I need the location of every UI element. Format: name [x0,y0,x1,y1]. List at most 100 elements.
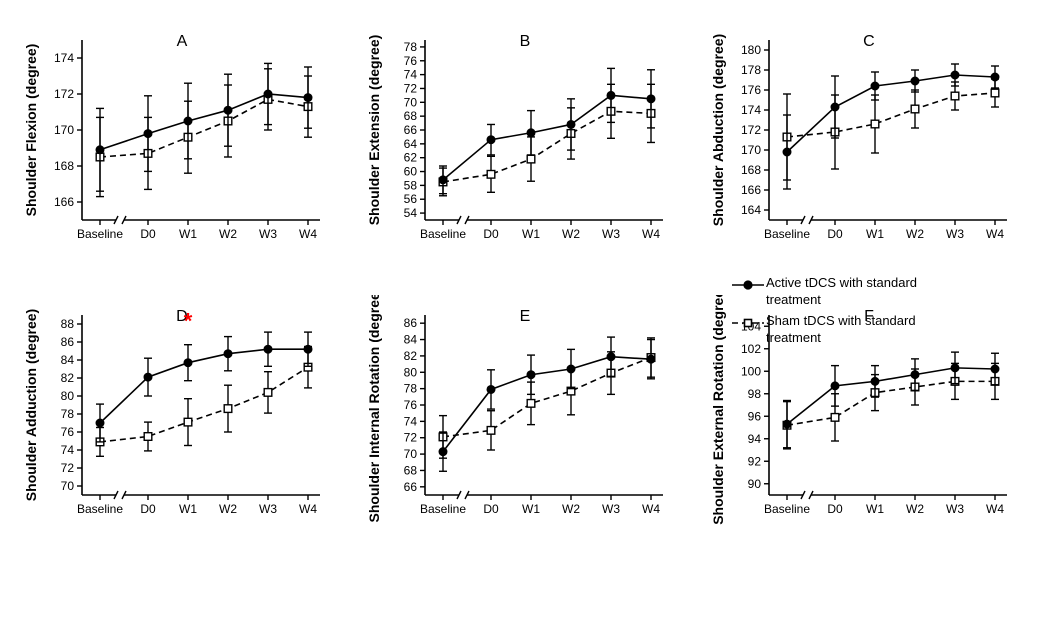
svg-text:168: 168 [741,163,761,177]
svg-text:176: 176 [741,83,761,97]
svg-text:74: 74 [61,443,75,457]
svg-text:80: 80 [61,389,75,403]
legend-item-active: Active tDCS with standard treatment [730,275,946,309]
svg-text:94: 94 [747,432,761,446]
panel-b: 54565860626466687072747678BaselineD0W1W2… [363,20,686,285]
svg-text:66: 66 [404,123,418,137]
svg-text:80: 80 [404,365,418,379]
svg-text:74: 74 [404,414,418,428]
svg-text:D0: D0 [140,227,156,241]
svg-text:A: A [177,33,188,50]
svg-text:D0: D0 [827,502,843,516]
svg-text:W2: W2 [562,227,580,241]
svg-text:W3: W3 [602,502,620,516]
svg-text:W4: W4 [986,227,1004,241]
svg-text:W1: W1 [866,502,884,516]
svg-text:Baseline: Baseline [420,502,466,516]
svg-text:W4: W4 [299,227,317,241]
panel-c: 164166168170172174176178180BaselineD0W1W… [707,20,1030,285]
svg-text:78: 78 [404,382,418,396]
svg-text:W2: W2 [906,227,924,241]
svg-text:D0: D0 [827,227,843,241]
svg-text:98: 98 [747,387,761,401]
legend-label-sham: Sham tDCS with standard treatment [766,313,946,347]
svg-text:168: 168 [54,159,74,173]
svg-text:W3: W3 [946,502,964,516]
svg-text:W3: W3 [259,227,277,241]
svg-text:76: 76 [404,54,418,68]
svg-text:W2: W2 [562,502,580,516]
svg-text:72: 72 [404,81,418,95]
svg-text:82: 82 [404,349,418,363]
svg-text:96: 96 [747,409,761,423]
svg-text:60: 60 [404,165,418,179]
svg-text:166: 166 [741,183,761,197]
svg-text:172: 172 [54,87,74,101]
svg-text:Shoulder Internal Rotation (de: Shoulder Internal Rotation (degree) [366,295,382,522]
svg-text:D0: D0 [484,227,500,241]
svg-text:Baseline: Baseline [764,227,810,241]
svg-text:Shoulder External Rotation (de: Shoulder External Rotation (degree) [710,295,726,525]
svg-text:B: B [520,33,531,50]
svg-text:W4: W4 [642,227,660,241]
svg-text:180: 180 [741,43,761,57]
svg-text:Baseline: Baseline [77,227,123,241]
svg-text:86: 86 [61,335,75,349]
svg-text:Shoulder Abduction (degree): Shoulder Abduction (degree) [710,34,726,226]
svg-text:178: 178 [741,63,761,77]
svg-text:100: 100 [741,364,761,378]
svg-text:86: 86 [404,316,418,330]
svg-text:W3: W3 [946,227,964,241]
svg-text:68: 68 [404,109,418,123]
svg-text:Baseline: Baseline [764,502,810,516]
svg-text:64: 64 [404,137,418,151]
svg-text:D0: D0 [484,502,500,516]
svg-text:92: 92 [747,454,761,468]
svg-text:W1: W1 [179,502,197,516]
svg-text:W1: W1 [522,502,540,516]
svg-text:Baseline: Baseline [77,502,123,516]
svg-text:Baseline: Baseline [420,227,466,241]
legend-item-sham: Sham tDCS with standard treatment [730,313,946,347]
svg-text:70: 70 [61,479,75,493]
svg-text:W2: W2 [219,502,237,516]
svg-text:78: 78 [61,407,75,421]
svg-text:62: 62 [404,151,418,165]
svg-text:56: 56 [404,192,418,206]
svg-text:76: 76 [61,425,75,439]
svg-text:78: 78 [404,40,418,54]
svg-text:166: 166 [54,195,74,209]
svg-text:C: C [863,33,875,50]
svg-text:W4: W4 [299,502,317,516]
legend: Active tDCS with standard treatment Sham… [730,275,946,351]
svg-text:84: 84 [61,353,75,367]
svg-text:88: 88 [61,317,75,331]
svg-text:174: 174 [54,51,74,65]
svg-text:W1: W1 [866,227,884,241]
panel-a: 166168170172174BaselineD0W1W2W3W4Shoulde… [20,20,343,285]
svg-text:W1: W1 [179,227,197,241]
svg-text:D0: D0 [140,502,156,516]
svg-text:76: 76 [404,398,418,412]
svg-text:68: 68 [404,463,418,477]
svg-text:170: 170 [54,123,74,137]
svg-text:W4: W4 [986,502,1004,516]
panel-e: 6668707274767880828486BaselineD0W1W2W3W4… [363,295,686,560]
svg-text:Shoulder Adduction (degree): Shoulder Adduction (degree) [23,309,39,501]
legend-label-active: Active tDCS with standard treatment [766,275,946,309]
svg-text:170: 170 [741,143,761,157]
svg-text:W3: W3 [259,502,277,516]
svg-text:72: 72 [404,431,418,445]
svg-text:W2: W2 [906,502,924,516]
svg-text:72: 72 [61,461,75,475]
legend-symbol-active [730,279,766,291]
svg-text:174: 174 [741,103,761,117]
svg-text:W3: W3 [602,227,620,241]
svg-text:70: 70 [404,447,418,461]
svg-text:90: 90 [747,477,761,491]
panel-d: 70727476788082848688BaselineD0W1W2W3W4Sh… [20,295,343,560]
svg-text:E: E [520,308,531,325]
legend-symbol-sham [730,317,766,329]
svg-text:84: 84 [404,333,418,347]
svg-text:164: 164 [741,203,761,217]
